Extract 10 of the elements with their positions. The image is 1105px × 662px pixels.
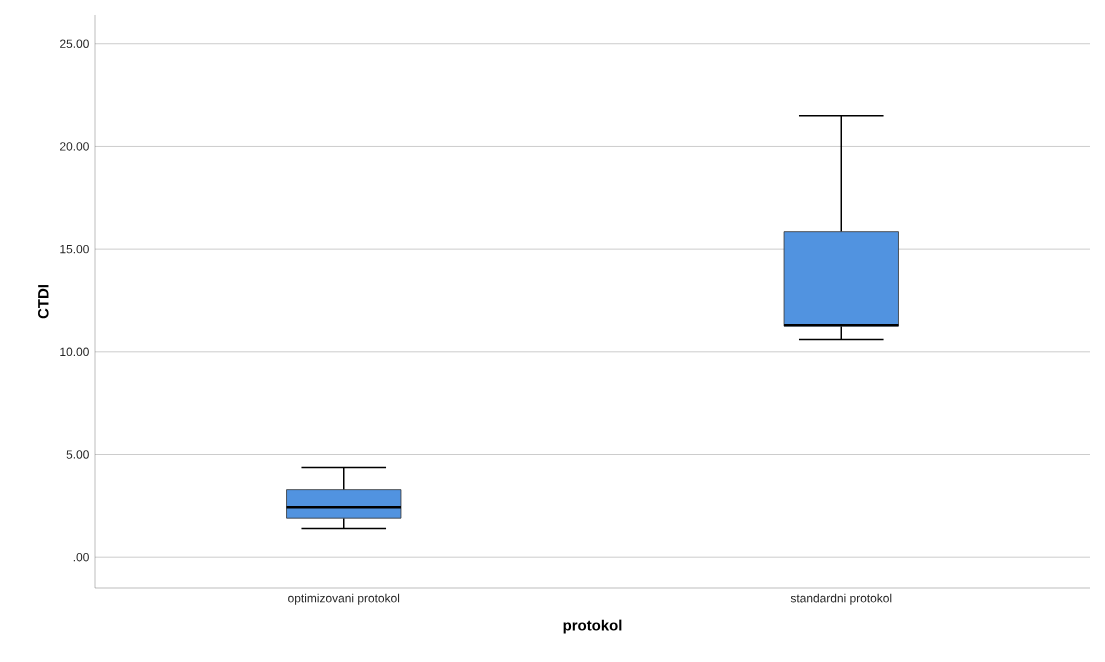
y-tick-label: 20.00 bbox=[60, 142, 89, 151]
x-tick-label: optimizovani protokol bbox=[288, 593, 400, 605]
x-tick-label: standardni protokol bbox=[790, 593, 892, 605]
y-tick-label: 5.00 bbox=[66, 450, 89, 459]
y-axis-title: CTDI bbox=[38, 285, 49, 319]
x-axis-title: protokol bbox=[563, 619, 622, 634]
y-tick-label: 10.00 bbox=[60, 347, 89, 357]
y-tick-label: 15.00 bbox=[60, 244, 89, 254]
y-tick-label: .00 bbox=[73, 552, 89, 562]
y-tick-label: 25.00 bbox=[60, 39, 89, 48]
